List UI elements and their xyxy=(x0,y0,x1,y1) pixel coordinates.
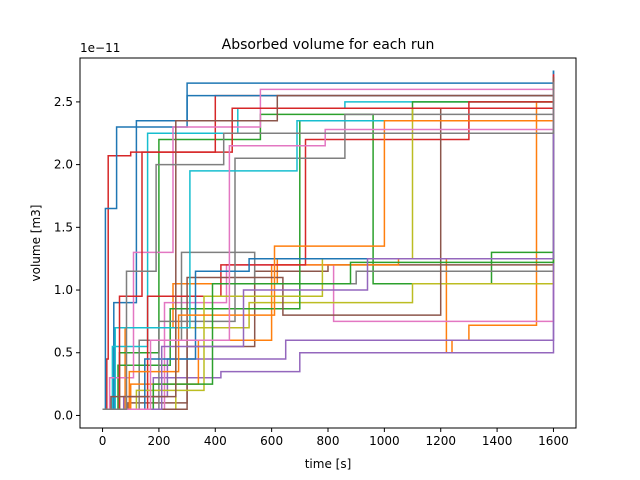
series-line-1 xyxy=(102,70,555,410)
series-line-14 xyxy=(102,76,555,410)
series-layer xyxy=(102,70,555,410)
y-tick-label: 1.5 xyxy=(54,220,73,234)
y-tick-label: 1.0 xyxy=(54,283,73,297)
y-axis: 0.0 0.5 1.0 1.5 2.0 2.5 xyxy=(54,95,80,422)
x-tick-label: 0 xyxy=(99,434,107,448)
series-line-27 xyxy=(102,89,555,410)
series-line-22 xyxy=(102,95,555,410)
y-tick-label: 0.0 xyxy=(54,408,73,422)
series-line-13 xyxy=(102,89,555,410)
x-tick-label: 600 xyxy=(260,434,283,448)
y-axis-label: volume [m3] xyxy=(29,205,43,282)
x-tick-label: 1400 xyxy=(482,434,513,448)
series-line-6 xyxy=(102,76,555,410)
x-axis: 0 200 400 600 800 1000 1200 1400 1600 xyxy=(99,428,569,448)
y-offset-label: 1e−11 xyxy=(80,41,120,55)
chart-title: Absorbed volume for each run xyxy=(222,37,435,53)
x-tick-label: 800 xyxy=(317,434,340,448)
x-tick-label: 1600 xyxy=(538,434,569,448)
x-tick-label: 400 xyxy=(204,434,227,448)
x-tick-label: 1200 xyxy=(425,434,456,448)
y-tick-label: 2.5 xyxy=(54,95,73,109)
series-line-25 xyxy=(102,104,555,410)
x-axis-label: time [s] xyxy=(305,457,352,471)
y-tick-label: 2.0 xyxy=(54,158,73,172)
series-line-8 xyxy=(102,251,555,410)
series-line-18 xyxy=(102,86,555,410)
series-line-28 xyxy=(102,81,555,410)
series-line-17 xyxy=(102,74,555,410)
series-line-26 xyxy=(102,76,555,410)
series-line-24 xyxy=(102,74,555,410)
x-tick-label: 1000 xyxy=(369,434,400,448)
series-line-23 xyxy=(102,254,555,410)
y-tick-label: 0.5 xyxy=(54,346,73,360)
x-tick-label: 200 xyxy=(147,434,170,448)
